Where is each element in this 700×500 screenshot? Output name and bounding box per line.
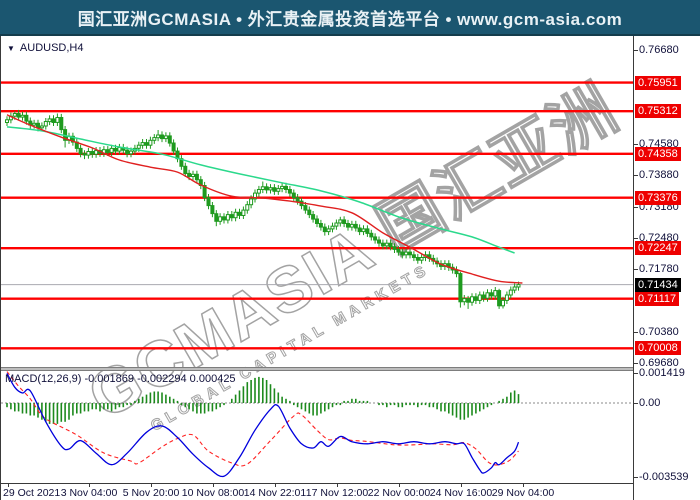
price-axis-label: 0.001419 (634, 366, 685, 380)
time-axis-label: 5 Nov 20:00 (122, 487, 180, 499)
time-axis-label: 10 Nov 08:00 (181, 487, 245, 499)
time-tick (8, 484, 9, 487)
axis-tick (634, 50, 638, 51)
time-tick (151, 484, 152, 487)
price-tag: 0.73376 (635, 191, 681, 205)
price-tag: 0.71434 (635, 278, 681, 292)
price-axis-label: 0.70380 (634, 325, 679, 339)
time-tick (399, 484, 400, 487)
price-tag: 0.72247 (635, 241, 681, 255)
axis-tick (634, 477, 638, 478)
chevron-down-icon: ▼ (7, 43, 15, 53)
price-axis-label: 0.69680 (634, 356, 679, 370)
price-tag: 0.74358 (635, 147, 681, 161)
time-axis-label: 14 Nov 22:01 (243, 487, 307, 499)
axis-tick (634, 144, 638, 145)
macd-indicator-panel[interactable]: MACD(12,26,9) -0.001869 -0.002294 0.0004… (1, 371, 634, 483)
brand-header: 国汇亚洲GCMASIA • 外汇贵金属投资首选平台 • www.gcm-asia… (0, 0, 700, 36)
time-tick (337, 484, 338, 487)
axis-tick (634, 207, 638, 208)
time-tick (275, 484, 276, 487)
price-axis-label: -0.003539 (634, 470, 689, 484)
time-axis-label: 29 Oct 2021 (3, 487, 61, 499)
macd-readout-label: MACD(12,26,9) -0.001869 -0.002294 0.0004… (5, 373, 236, 385)
time-tick (213, 484, 214, 487)
price-axis-label: 0.73880 (634, 168, 679, 182)
ma-slow-green-line (6, 126, 515, 254)
time-tick (523, 484, 524, 487)
macd-signal-line (6, 371, 519, 467)
time-tick (461, 484, 462, 487)
time-axis[interactable]: 29 Oct 2021 3 Nov 04:00 5 Nov 20:00 10 Nov … (1, 483, 634, 500)
axis-tick (634, 363, 638, 364)
price-axis[interactable]: 0.76680 0.74580 0.73880 0.73180 0.72480 0.717… (633, 36, 700, 500)
price-tag: 0.70008 (635, 341, 681, 355)
price-axis-label: 0.00 (634, 396, 660, 410)
main-chart-plot[interactable]: ▼ AUDUSD,H4 (1, 36, 634, 367)
axis-tick (634, 238, 638, 239)
ma-fast-red-line (6, 114, 523, 284)
macd-histogram (6, 376, 520, 424)
chart-window[interactable]: GCMASIA 国汇亚洲 GLOBAL CAPITAL MARKETS ▼ AU… (0, 36, 634, 500)
time-tick (89, 484, 90, 487)
symbol-label-text: AUDUSD,H4 (19, 42, 84, 54)
axis-tick (634, 332, 638, 333)
price-tag: 0.71117 (635, 292, 680, 306)
brand-title: 国汇亚洲GCMASIA • 外汇贵金属投资首选平台 • www.gcm-asia… (77, 9, 623, 29)
time-axis-label: 17 Nov 12:00 (305, 487, 369, 499)
price-axis-label: 0.71780 (634, 262, 679, 276)
price-tag: 0.75312 (635, 104, 681, 118)
axis-tick (634, 403, 638, 404)
macd-main-line (6, 372, 520, 478)
candlestick-series (5, 109, 521, 309)
symbol-timeframe-label: ▼ AUDUSD,H4 (7, 42, 84, 54)
time-axis-label: 3 Nov 04:00 (60, 487, 118, 499)
panel-splitter[interactable] (1, 367, 634, 371)
price-axis-label: 0.76680 (634, 43, 679, 57)
time-axis-label: 24 Nov 16:00 (429, 487, 493, 499)
time-axis-label: 22 Nov 00:00 (367, 487, 431, 499)
axis-tick (634, 269, 638, 270)
axis-tick (634, 175, 638, 176)
axis-tick (634, 373, 638, 374)
time-axis-label: 29 Nov 04:00 (491, 487, 555, 499)
price-tag: 0.75951 (635, 76, 681, 90)
